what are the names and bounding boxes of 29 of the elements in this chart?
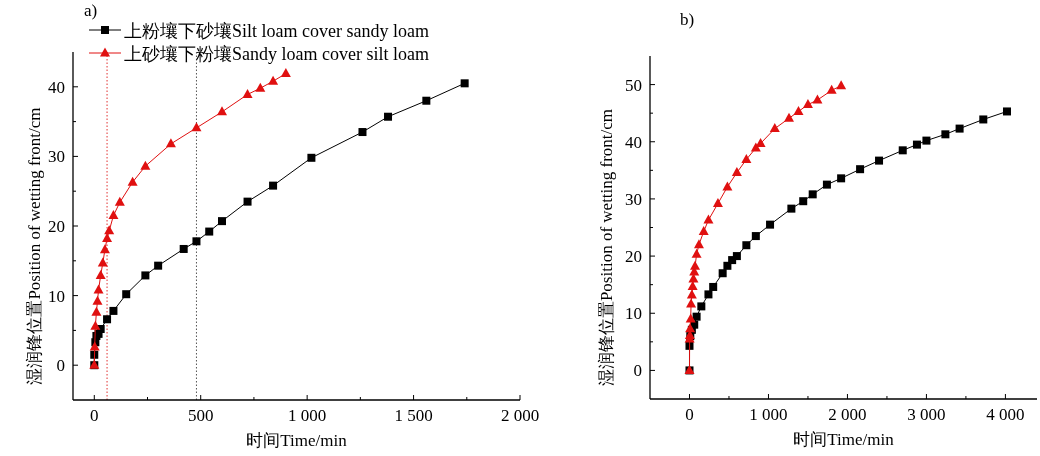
- y-tick-label: 20: [625, 247, 642, 267]
- y-tick-label: 10: [625, 304, 642, 324]
- y-tick-label: 0: [633, 361, 642, 381]
- y-tick-label: 50: [625, 75, 642, 95]
- y-tick-label: 30: [625, 189, 642, 209]
- x-tick-label: 1 000: [749, 405, 788, 424]
- x-tick-label: 0: [90, 406, 99, 425]
- y-tick-label: 0: [56, 356, 65, 376]
- y-tick-label: 40: [48, 77, 65, 97]
- x-axis-title: 时间Time/min: [793, 430, 895, 449]
- x-tick-label: 0: [685, 405, 694, 424]
- y-tick-label: 10: [48, 286, 65, 306]
- x-tick-label: 500: [187, 406, 214, 425]
- x-tick-label: 3 000: [907, 405, 946, 424]
- x-axis-title: 时间Time/min: [246, 431, 348, 450]
- x-tick-label: 1 500: [394, 406, 433, 425]
- chart-title: a): [84, 1, 98, 20]
- chart-title: b): [680, 10, 695, 29]
- legend-label: 上粉壤下砂壤Silt loam cover sandy loam: [124, 21, 429, 41]
- legend-label: 上砂壤下粉壤Sandy loam cover silt loam: [124, 44, 429, 64]
- y-tick-label: 40: [625, 132, 642, 152]
- y-tick-label: 20: [48, 217, 65, 236]
- x-tick-label: 2 000: [500, 406, 540, 425]
- y-tick-label: 30: [48, 147, 65, 167]
- y-axis-title: 湿润锋位置Position of wetting front/cm: [597, 108, 616, 387]
- x-tick-label: 4 000: [986, 405, 1025, 424]
- x-tick-label: 2 000: [828, 405, 867, 424]
- y-axis-title: 湿润锋位置Position of wetting front/cm: [25, 107, 44, 385]
- x-tick-label: 1 000: [288, 406, 327, 425]
